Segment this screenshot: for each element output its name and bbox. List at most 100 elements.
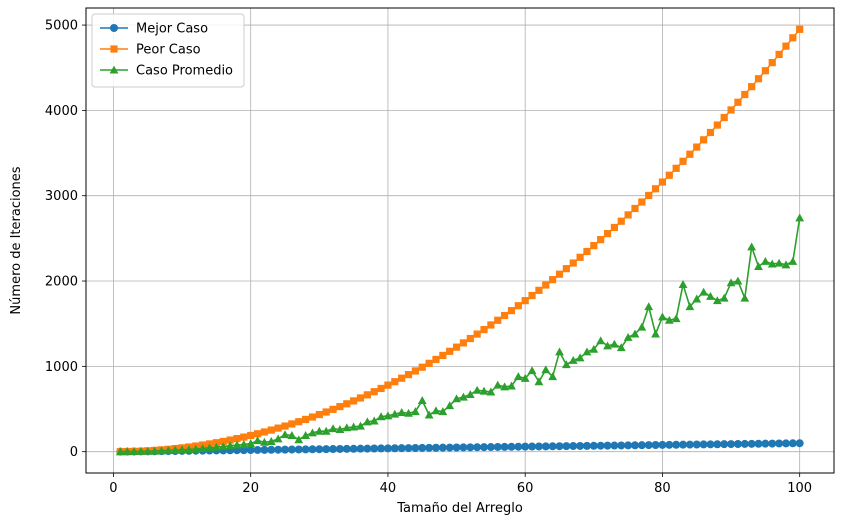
data-point — [281, 422, 289, 430]
data-point — [623, 332, 633, 341]
data-point — [432, 355, 440, 364]
data-point — [507, 307, 516, 315]
data-point — [211, 442, 221, 451]
data-point — [383, 411, 393, 420]
data-point — [459, 392, 468, 401]
data-point — [733, 276, 743, 285]
data-point — [473, 330, 481, 338]
data-point — [774, 258, 784, 267]
data-point — [740, 439, 749, 448]
data-point — [439, 351, 447, 360]
data-point — [280, 430, 290, 439]
data-point — [582, 441, 591, 450]
data-point — [733, 439, 742, 448]
data-point — [644, 302, 654, 311]
data-point — [645, 191, 653, 200]
data-point — [719, 293, 729, 302]
data-point — [500, 382, 510, 391]
data-point — [281, 445, 290, 454]
plot-frame — [85, 7, 835, 474]
data-point — [630, 441, 639, 450]
data-point — [425, 359, 433, 367]
data-point — [425, 443, 434, 452]
data-point — [177, 445, 187, 454]
data-point — [672, 440, 681, 449]
data-point — [212, 439, 220, 447]
data-point — [301, 445, 310, 454]
data-point — [521, 442, 530, 451]
data-point — [671, 314, 681, 323]
data-point — [260, 445, 269, 454]
data-point — [651, 329, 660, 338]
data-point — [610, 339, 619, 348]
data-point — [452, 394, 461, 403]
data-point — [541, 365, 551, 374]
data-point — [287, 431, 297, 439]
data-point — [555, 442, 564, 451]
data-point — [370, 388, 378, 396]
data-point — [273, 434, 283, 443]
data-point — [157, 446, 166, 455]
legend-item: Caso Promedio — [100, 64, 233, 79]
data-point — [528, 291, 536, 300]
data-point — [260, 428, 269, 436]
data-point — [582, 347, 592, 356]
data-point — [308, 428, 317, 437]
data-point — [247, 431, 255, 440]
data-point — [576, 441, 585, 450]
data-point — [438, 443, 447, 452]
legend-marker — [110, 24, 118, 32]
data-point — [170, 445, 180, 454]
data-point — [589, 441, 598, 450]
data-point — [775, 50, 783, 59]
legend-label: Mejor Caso — [136, 22, 208, 37]
data-point — [789, 34, 797, 42]
data-point — [267, 445, 276, 454]
data-point — [555, 347, 564, 356]
data-point — [597, 236, 605, 244]
data-point — [528, 442, 537, 451]
data-point — [575, 353, 585, 362]
data-point — [727, 440, 736, 449]
data-point — [624, 211, 632, 219]
data-point — [431, 406, 441, 415]
x-tick-label: 20 — [242, 481, 259, 496]
data-point — [219, 437, 227, 446]
data-point — [329, 405, 337, 413]
series-triangle — [115, 213, 805, 456]
data-point — [726, 278, 736, 287]
data-point — [617, 441, 626, 450]
data-point — [369, 416, 379, 425]
data-point — [329, 445, 338, 454]
data-point — [788, 439, 797, 448]
data-point — [658, 312, 667, 321]
data-point — [349, 444, 358, 453]
data-point — [356, 394, 365, 402]
data-point — [795, 213, 805, 222]
y-tick-label: 4000 — [45, 104, 78, 119]
data-point — [198, 444, 208, 452]
data-point — [315, 445, 324, 454]
y-tick-label: 0 — [70, 445, 78, 460]
series-line — [120, 28, 801, 453]
data-point — [417, 396, 427, 404]
data-point — [734, 98, 742, 106]
data-point — [294, 435, 304, 444]
data-point — [616, 343, 626, 352]
data-point — [617, 217, 625, 225]
data-point — [603, 229, 612, 238]
data-point — [404, 444, 413, 453]
data-point — [350, 397, 358, 405]
data-point — [445, 443, 454, 452]
data-point — [760, 257, 770, 265]
data-point — [129, 447, 139, 456]
data-point — [418, 443, 427, 452]
y-tick-label: 5000 — [45, 19, 78, 34]
data-point — [603, 341, 612, 350]
data-point — [376, 412, 386, 421]
data-point — [294, 445, 303, 454]
data-point — [314, 426, 324, 435]
data-point — [239, 446, 248, 455]
data-point — [143, 446, 153, 455]
